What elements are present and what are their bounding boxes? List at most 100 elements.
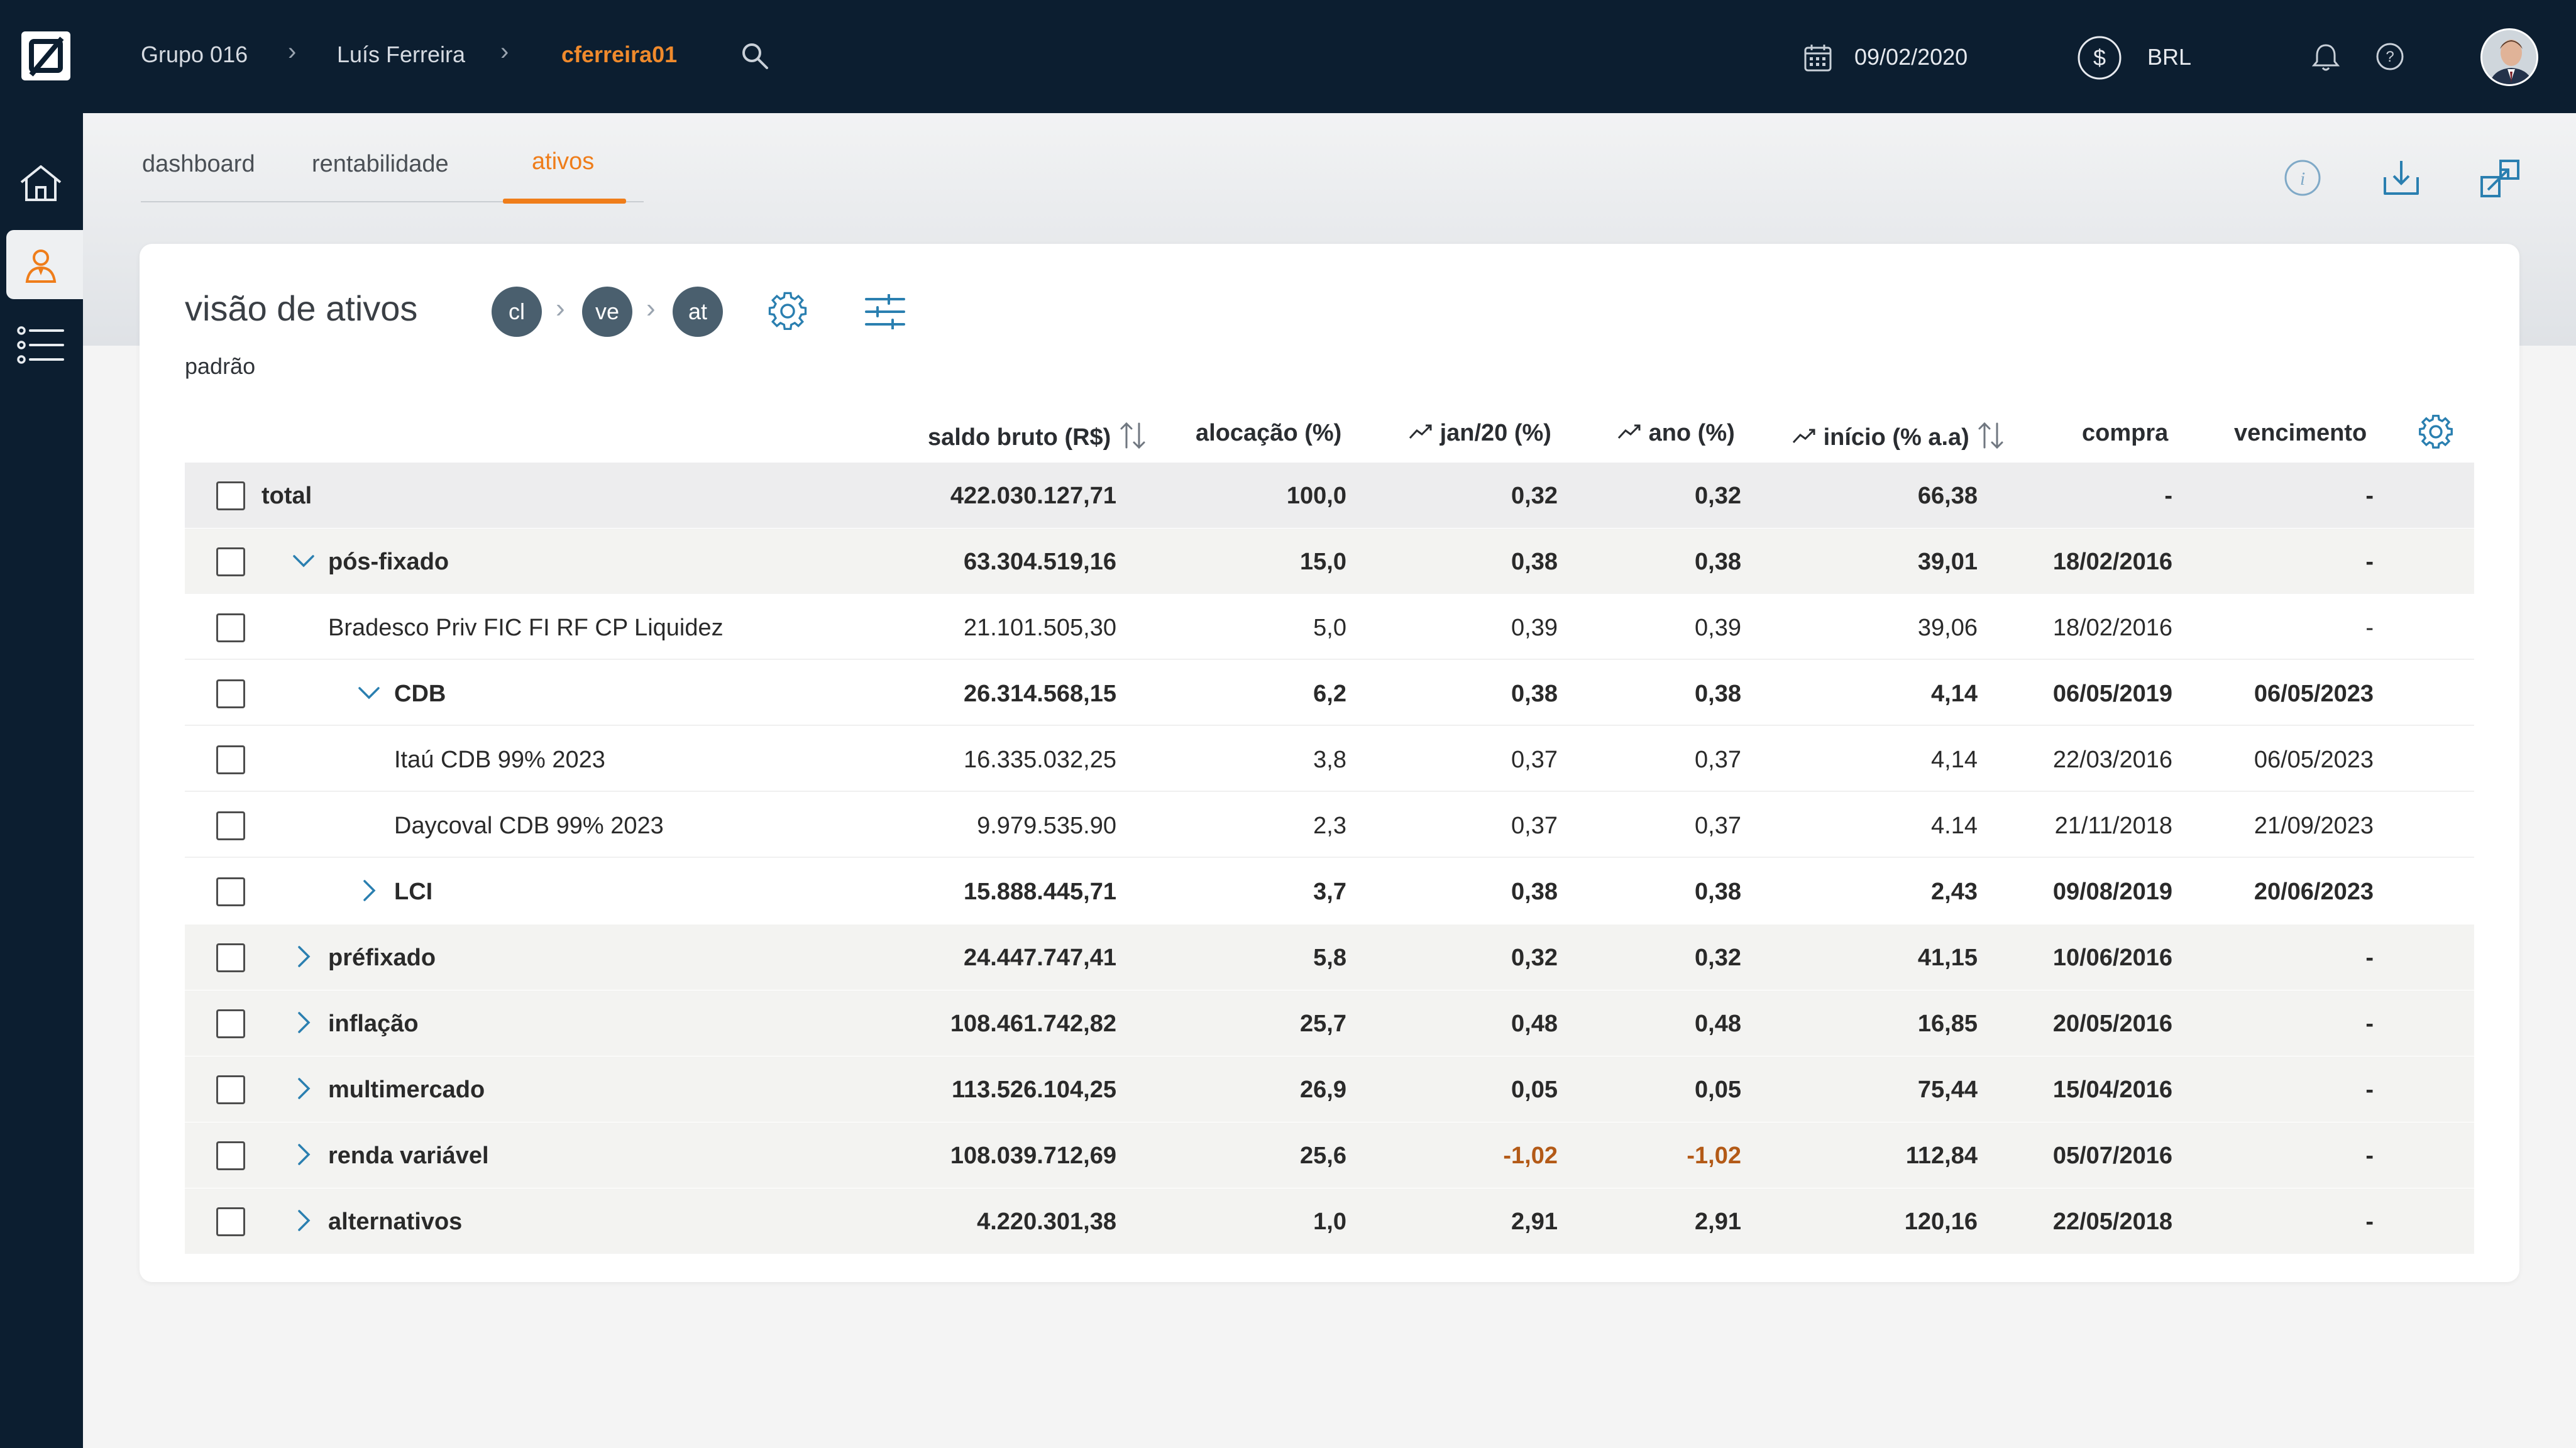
row-checkbox[interactable] [216,613,245,642]
current-date[interactable]: 09/02/2020 [1854,44,1968,70]
cell-jan: 2,91 [1511,1209,1558,1235]
cell-compra: 22/05/2018 [2052,1209,2172,1235]
user-avatar[interactable] [2480,28,2538,86]
col-inicio[interactable]: início (% a.a) [1792,420,2006,451]
cell-jan: 0,32 [1511,483,1558,509]
row-checkbox[interactable] [216,547,245,576]
cell-saldo: 9.979.535.90 [977,813,1116,839]
sort-icon[interactable] [1118,420,1148,451]
active-tab-indicator [503,199,626,204]
breadcrumb-group[interactable]: Grupo 016 [141,41,248,67]
table-row[interactable]: Itaú CDB 99% 2023 16.335.032,25 3,8 0,37 0,3… [185,727,2474,792]
chevron-right-icon[interactable] [289,1074,318,1103]
table-row[interactable]: multimercado 113.526.104,25 26,9 0,05 0,05 75… [185,1056,2474,1122]
col-inicio-label: início (% a.a) [1823,424,1969,451]
sidebar-item-home[interactable] [0,145,83,214]
help-icon[interactable]: ? [2375,41,2405,72]
tab-ativos[interactable]: ativos [532,148,595,175]
chevron-right-icon[interactable] [289,1008,318,1037]
cell-ano: 0,38 [1695,879,1741,905]
chevron-down-icon[interactable] [355,678,383,707]
col-saldo-bruto[interactable]: saldo bruto (R$) [928,420,1148,451]
table-row[interactable]: inflação 108.461.742,82 25,7 0,48 0,48 16,85 2… [185,990,2474,1056]
currency-selector[interactable]: BRL [2147,44,2192,70]
column-settings-gear-icon[interactable] [2416,412,2455,451]
currency-icon[interactable]: $ [2077,35,2122,80]
breadcrumb-account[interactable]: cferreira01 [561,41,678,67]
table-row[interactable]: renda variável 108.039.712,69 25,6 -1,02 -1,… [185,1122,2474,1188]
calendar-icon[interactable] [1803,43,1833,73]
view-name[interactable]: padrão [185,353,256,379]
chevron-right-icon: › [288,38,297,65]
home-icon [20,165,62,201]
table-row[interactable]: alternativos 4.220.301,38 1,0 2,91 2,91 120,1… [185,1188,2474,1254]
table-row[interactable]: CDB 26.314.568,15 6,2 0,38 0,38 4,14 06/05/201… [185,661,2474,726]
col-jan20[interactable]: jan/20 (%) [1408,420,1551,447]
trend-up-icon [1409,424,1432,439]
row-checkbox[interactable] [216,1009,245,1038]
search-icon[interactable] [740,41,769,70]
cell-ano: -1,02 [1687,1143,1741,1169]
row-checkbox[interactable] [216,1141,245,1170]
cell-ano: 0,38 [1695,549,1741,575]
col-alocacao[interactable]: alocação (%) [1196,420,1342,446]
chevron-right-icon: › [556,293,565,324]
cell-compra: 18/02/2016 [2052,615,2172,641]
chevron-right-icon[interactable] [289,1206,318,1235]
row-checkbox[interactable] [216,943,245,972]
filter-sliders-icon[interactable] [864,294,906,329]
row-asset-name: pós-fixado [328,549,449,575]
step-client[interactable]: cl [492,287,542,337]
chevron-right-icon: › [500,38,509,65]
col-compra[interactable]: compra [2082,420,2169,446]
col-vencimento[interactable]: vencimento [2234,420,2367,446]
tab-dashboard[interactable]: dashboard [142,151,255,177]
cell-jan: -1,02 [1503,1143,1558,1169]
col-ano[interactable]: ano (%) [1617,420,1735,447]
chevron-down-icon[interactable] [289,546,318,575]
table-row[interactable]: pós-fixado 63.304.519,16 15,0 0,38 0,38 39,01… [185,529,2474,594]
row-checkbox[interactable] [216,745,245,774]
row-asset-name: CDB [394,681,446,707]
row-checkbox[interactable] [216,1207,245,1236]
row-checkbox[interactable] [216,1075,245,1104]
card-title: visão de ativos [185,288,418,328]
table-row[interactable]: préfixado 24.447.747,41 5,8 0,32 0,32 41,15 10… [185,924,2474,990]
row-checkbox[interactable] [216,877,245,906]
chevron-right-icon[interactable] [289,1140,318,1169]
download-icon[interactable] [2381,158,2421,197]
cell-jan: 0,05 [1511,1077,1558,1103]
cell-vencimento: - [2365,1143,2374,1169]
row-asset-name: multimercado [328,1077,485,1103]
app-logo[interactable] [21,31,70,80]
cell-jan: 0,39 [1511,615,1558,641]
row-checkbox[interactable] [216,679,245,708]
step-vehicle[interactable]: ve [582,287,632,337]
svg-text:$: $ [2093,45,2106,70]
row-checkbox[interactable] [216,481,245,510]
list-icon [17,326,64,364]
breadcrumb-client[interactable]: Luís Ferreira [337,41,466,67]
row-asset-name: Bradesco Priv FIC FI RF CP Liquidez [328,615,724,641]
table-row[interactable]: Bradesco Priv FIC FI RF CP Liquidez 21.10… [185,595,2474,660]
cell-saldo: 108.039.712,69 [950,1143,1116,1169]
user-icon [25,250,57,283]
step-asset[interactable]: at [673,287,723,337]
tab-rentabilidade[interactable]: rentabilidade [312,151,449,177]
table-total-row[interactable]: total 422.030.127,71 100,0 0,32 0,32 66,38 - - [185,463,2474,528]
cell-vencimento: 06/05/2023 [2254,747,2374,773]
cell-ano: 0,38 [1695,681,1741,707]
row-checkbox[interactable] [216,811,245,840]
cell-saldo: 21.101.505,30 [963,615,1116,641]
table-row[interactable]: LCI 15.888.445,71 3,7 0,38 0,38 2,43 09/08/201… [185,858,2474,924]
table-row[interactable]: Daycoval CDB 99% 2023 9.979.535.90 2,3 0,37… [185,793,2474,858]
sort-icon[interactable] [1976,420,2006,451]
sidebar-item-list[interactable] [0,308,83,377]
settings-gear-icon[interactable] [766,289,810,333]
chevron-right-icon[interactable] [355,876,383,905]
notification-bell-icon[interactable] [2311,41,2341,73]
tabs-divider [141,201,644,202]
share-icon[interactable] [2479,158,2521,199]
info-icon[interactable]: i [2283,158,2322,197]
chevron-right-icon[interactable] [289,942,318,971]
